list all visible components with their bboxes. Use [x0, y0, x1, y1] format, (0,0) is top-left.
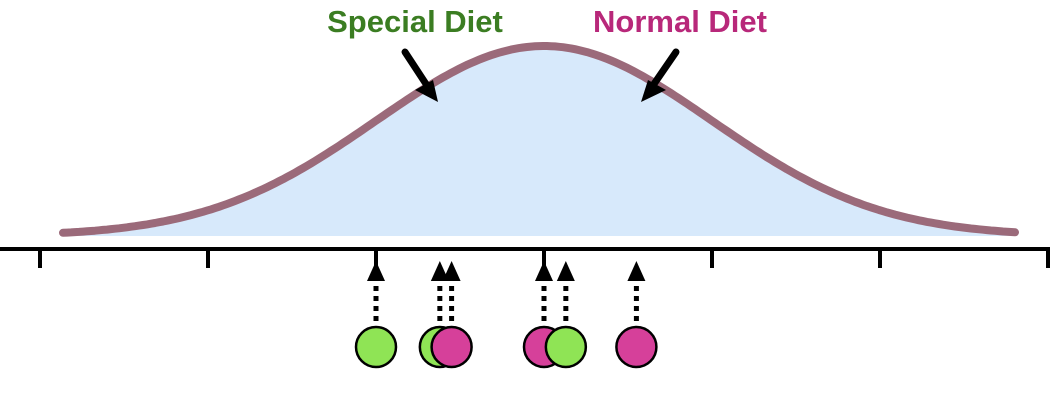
- normal-diet-label: Normal Diet: [593, 4, 767, 39]
- normal-diet-point: [615, 325, 658, 369]
- special-diet-label: Special Diet: [327, 4, 503, 39]
- distribution-area: [63, 46, 1015, 236]
- data-points: [354, 325, 658, 369]
- normal-diet-pointer-arrow: [641, 48, 680, 102]
- point-arrowhead: [535, 261, 553, 281]
- special-diet-point: [544, 325, 588, 369]
- special-diet-pointer-arrow: [401, 48, 438, 102]
- point-arrowhead: [556, 261, 575, 281]
- normal-diet-point: [430, 325, 473, 369]
- distribution-curve: [59, 42, 1019, 237]
- point-arrowhead: [430, 261, 449, 281]
- point-arrows: [367, 261, 646, 321]
- special-diet-point: [354, 325, 398, 369]
- point-arrowhead: [627, 261, 646, 281]
- point-arrowhead: [367, 261, 385, 281]
- point-arrowhead: [442, 261, 461, 281]
- x-axis-ticks: [38, 249, 1050, 268]
